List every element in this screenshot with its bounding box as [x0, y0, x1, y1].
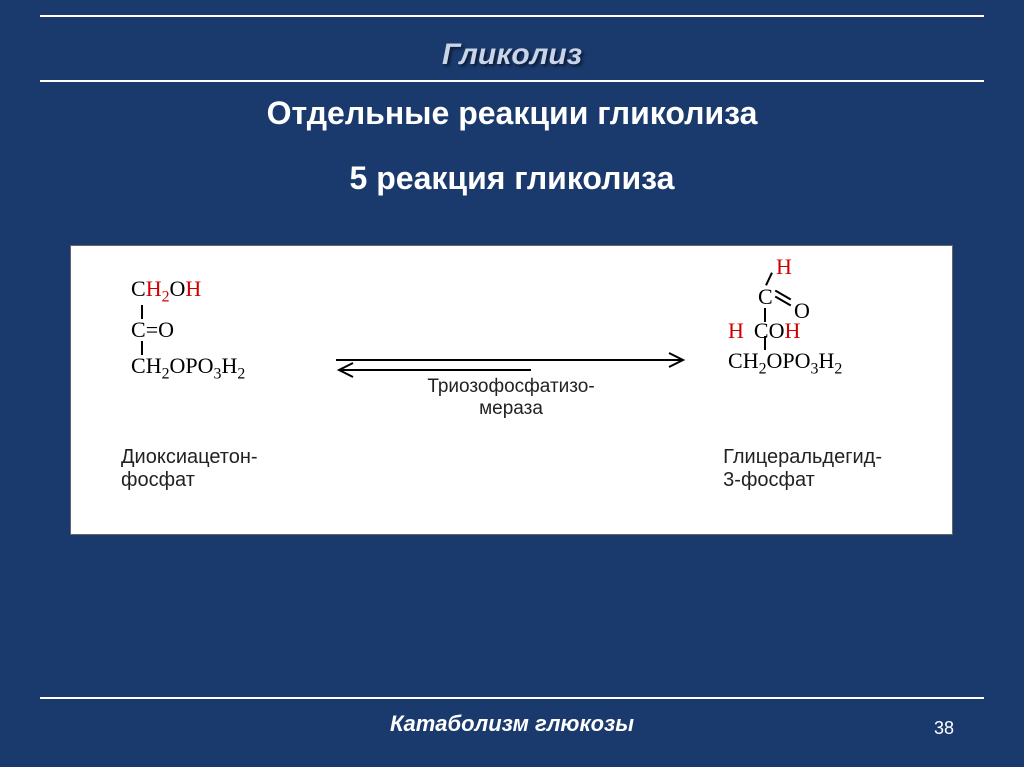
atom: O: [198, 353, 214, 378]
atom: C: [754, 318, 769, 343]
enzyme-label: Триозофосфатизо- мераза: [331, 376, 691, 420]
product-structure: H C O HCOH CH2OPO3H2: [722, 264, 862, 377]
header-title: Гликолиз: [0, 38, 1024, 72]
subtitle-line2: 5 реакция гликолиза: [0, 160, 1024, 197]
atom: O: [170, 353, 186, 378]
atom: O: [170, 276, 186, 301]
atom: O: [769, 318, 785, 343]
atom-sub: 2: [162, 288, 170, 305]
name-line: фосфат: [121, 469, 195, 491]
name-line: 3-фосфат: [723, 469, 815, 491]
atom: C: [131, 276, 146, 301]
atom-sub: 2: [834, 360, 842, 377]
atom: O: [767, 348, 783, 373]
atom: O: [795, 348, 811, 373]
reactant-structure: CH2OH C=O CH2OPO3H2: [131, 278, 245, 382]
reactant-line2: C=O: [131, 319, 245, 341]
divider-under-header: [40, 80, 984, 82]
atom: H: [743, 348, 759, 373]
atom: P: [185, 353, 197, 378]
atom: C: [758, 286, 773, 308]
atom: C: [131, 353, 146, 378]
atom: H: [728, 318, 744, 343]
atom-sub: 2: [162, 366, 170, 383]
reactant-line3: CH2OPO3H2: [131, 355, 245, 382]
product-name: Глицеральдегид- 3-фосфат: [723, 446, 882, 492]
atom: P: [782, 348, 794, 373]
atom-sub: 2: [759, 360, 767, 377]
atom: H: [221, 353, 237, 378]
divider-bottom: [40, 697, 984, 699]
page-number: 38: [934, 718, 954, 739]
product-line3: CH2OPO3H2: [728, 350, 862, 377]
atom: O: [158, 317, 174, 342]
atom: H: [185, 276, 201, 301]
reactant-name: Диоксиацетон- фосфат: [121, 446, 258, 492]
enzyme-line: мераза: [479, 398, 543, 419]
enzyme-line: Триозофосфатизо-: [427, 376, 594, 397]
atom: H: [146, 353, 162, 378]
atom: H: [146, 276, 162, 301]
atom: H: [784, 318, 800, 343]
slide: Гликолиз Отдельные реакции гликолиза 5 р…: [0, 0, 1024, 767]
atom: H: [776, 256, 792, 278]
footer-title: Катаболизм глюкозы: [0, 711, 1024, 737]
name-line: Диоксиацетон-: [121, 446, 258, 468]
atom-sub: 2: [237, 366, 245, 383]
reactant-line1: CH2OH: [131, 278, 245, 305]
divider-top: [40, 15, 984, 17]
atom: C: [131, 317, 146, 342]
reaction-diagram: CH2OH C=O CH2OPO3H2 Диоксиацетон- фосфат: [70, 245, 953, 535]
subtitle-line1: Отдельные реакции гликолиза: [0, 95, 1024, 132]
atom: H: [818, 348, 834, 373]
atom: C: [728, 348, 743, 373]
name-line: Глицеральдегид-: [723, 446, 882, 468]
atom: =: [146, 317, 158, 342]
